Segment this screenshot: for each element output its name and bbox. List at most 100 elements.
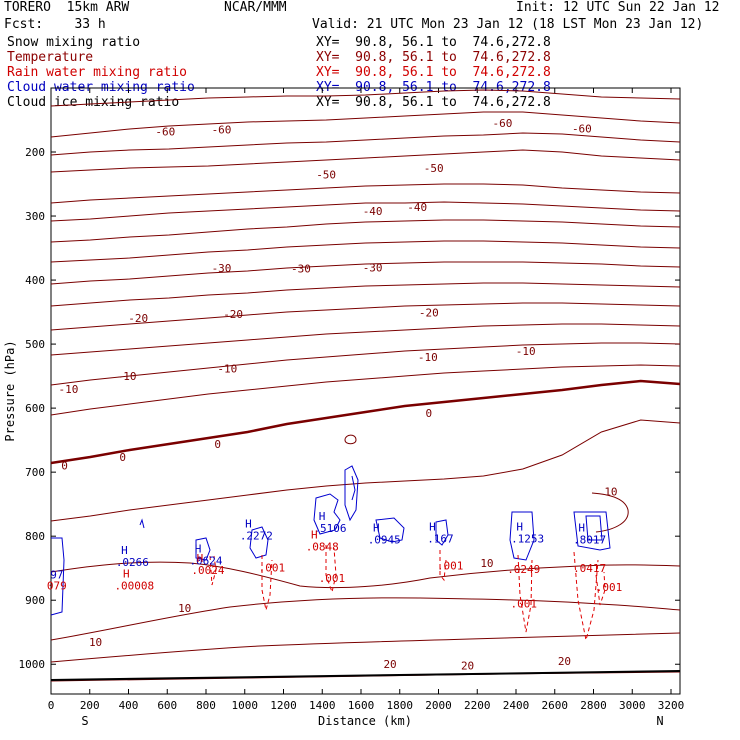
isotherm-label: -10	[418, 351, 438, 364]
isotherm-line	[50, 419, 681, 522]
cloud-water-max-marker: H	[516, 521, 523, 534]
isotherm-line	[50, 342, 681, 386]
x-tick-label: 0	[48, 699, 55, 712]
cloud-water-max-marker: H	[373, 521, 380, 534]
isotherm-label: -10	[117, 370, 137, 383]
cloud-water-max-marker: H	[245, 518, 252, 531]
x-tick-label: 3000	[619, 699, 646, 712]
isotherm-label: -50	[316, 168, 336, 181]
x-tick-label: 1400	[309, 699, 336, 712]
cloud-water-max-marker: H	[195, 543, 202, 556]
rain-water-contour	[209, 555, 217, 586]
y-tick-label: 600	[25, 402, 45, 415]
isotherm-line	[50, 597, 681, 641]
isotherm-label: 10	[604, 485, 617, 498]
isotherm-line	[50, 561, 681, 589]
legend-snow-label: Snow mixing ratio	[7, 35, 141, 50]
isotherm-label: 10	[480, 557, 493, 570]
x-tick-label: 2600	[542, 699, 569, 712]
isotherm-line	[50, 323, 681, 356]
x-tick-label: 600	[157, 699, 177, 712]
cloud-water-contour	[195, 537, 211, 561]
cloud-contours	[50, 465, 611, 641]
plot-frame	[50, 87, 681, 695]
y-tick-label: 700	[25, 466, 45, 479]
isotherm-line	[50, 132, 681, 156]
y-tick-label: 1000	[19, 658, 46, 671]
y-tick-label: 500	[25, 338, 45, 351]
x-tick-label: 3200	[658, 699, 685, 712]
x-tick-label: 800	[196, 699, 216, 712]
isotherm-label: 0	[61, 460, 68, 473]
isotherm-line	[50, 282, 681, 307]
isotherm-label: -60	[212, 124, 232, 137]
x-tick-label: 2800	[580, 699, 607, 712]
cloud-water-contour	[375, 517, 405, 543]
cloud-water-contour	[50, 537, 65, 616]
rain-water-max-marker: H	[311, 528, 318, 541]
rain-water-max-value: 079	[47, 579, 67, 592]
rain-water-contour	[573, 551, 599, 641]
x-tick-label: 2000	[425, 699, 452, 712]
isotherm-label: -60	[155, 126, 175, 139]
rain-water-max-value: .0417	[573, 562, 606, 575]
cloud-water-contour	[509, 511, 535, 561]
valid-time: Valid: 21 UTC Mon 23 Jan 12 (18 LST Mon …	[312, 17, 704, 32]
legend-cloud-ice-xy: XY= 90.8, 56.1 to 74.6,272.8	[316, 95, 551, 110]
contour-labels: -60 -60 -60 -60 -50 -50 -40 -40 -30 -30 -30 -20 -20 -…	[47, 117, 622, 672]
rain-water-max-value: .001	[259, 562, 286, 575]
rain-water-contour	[595, 571, 606, 606]
legend-temperature-xy: XY= 90.8, 56.1 to 74.6,272.8	[316, 50, 551, 65]
cloud-water-contour	[573, 511, 611, 551]
isotherm-line	[50, 364, 681, 416]
isotherm-label: 0	[214, 438, 221, 451]
rain-water-max-value: .001	[437, 560, 464, 573]
isotherm-line	[50, 149, 681, 173]
x-tick-label: 1600	[348, 699, 375, 712]
legend-snow-xy: XY= 90.8, 56.1 to 74.6,272.8	[316, 35, 551, 50]
isotherm-line	[50, 240, 681, 263]
rain-water-max-value: .00008	[114, 579, 154, 592]
terrain-line	[50, 670, 681, 681]
start-label: S	[81, 714, 88, 728]
isotherm-line	[50, 219, 681, 243]
isotherm-line	[50, 632, 681, 663]
init-time: Init: 12 UTC Sun 22 Jan 12	[516, 0, 720, 15]
isotherm-label: -40	[407, 201, 427, 214]
rain-water-max-value: .0848	[306, 540, 339, 553]
cloud-water-contour	[435, 519, 449, 546]
org-label: NCAR/MMM	[224, 0, 287, 15]
cloud-water-max-value: .2272	[240, 530, 273, 543]
isotherm-line	[50, 201, 681, 222]
model-title: TORERO 15km ARW	[4, 0, 130, 15]
isotherm-line	[50, 261, 681, 285]
cloud-water-max-marker: H	[121, 544, 128, 557]
forecast-hour: Fcst: 33 h	[4, 17, 106, 32]
isotherm-label: -30	[291, 263, 311, 276]
isotherm-label: -60	[493, 117, 513, 130]
x-tick-label: 2200	[464, 699, 491, 712]
rain-water-max-value: .001	[596, 581, 623, 594]
legend-rain-label: Rain water mixing ratio	[7, 65, 188, 80]
y-tick-label: 900	[25, 594, 45, 607]
isotherm-label: 20	[558, 655, 571, 668]
cloud-water-max-marker: H	[429, 521, 436, 534]
isotherm-line	[50, 89, 681, 107]
isotherm-bubble	[344, 434, 357, 445]
x-tick-label: 400	[119, 699, 139, 712]
axes: 0 200 400 600 800 1000 1200 1400 1600 1800 2000 220…	[19, 88, 685, 712]
isotherm-bubble	[591, 492, 629, 533]
y-tick-label: 400	[25, 274, 45, 287]
cloud-water-contour	[139, 518, 145, 529]
y-tick-label: 200	[25, 146, 45, 159]
isotherm-label: -40	[363, 205, 383, 218]
rain-water-contour	[261, 555, 273, 611]
isotherm-line	[50, 183, 681, 204]
cloud-water-max-marker: H	[319, 510, 326, 523]
isotherm-label: -60	[572, 122, 592, 135]
rain-water-max-value: .0024	[191, 564, 224, 577]
x-tick-label: 1000	[232, 699, 259, 712]
rain-water-max-marker: H	[197, 552, 204, 565]
y-tick-label: 300	[25, 210, 45, 223]
